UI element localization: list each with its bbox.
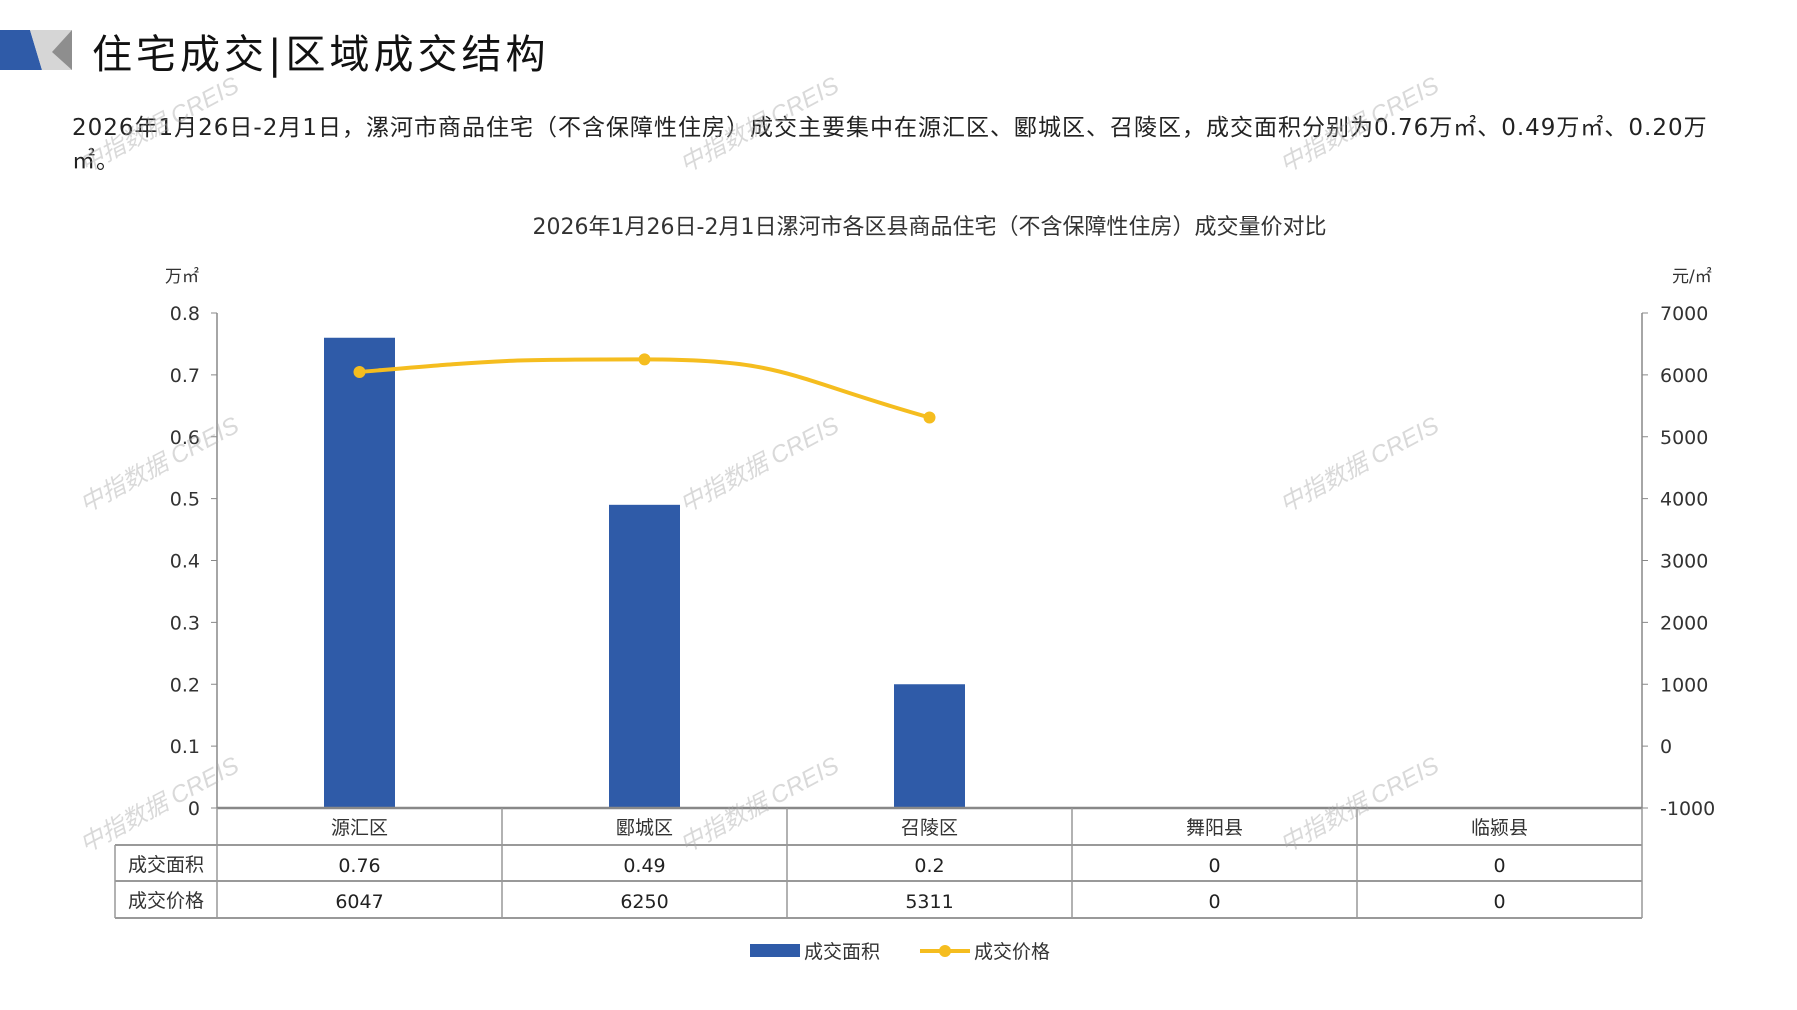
- bar-召陵区: [894, 684, 965, 808]
- price-line: [359, 357, 931, 420]
- left-tick-label: 0.3: [170, 612, 200, 634]
- table-cell: 0.76: [338, 855, 380, 877]
- bar-郾城区: [609, 504, 680, 808]
- left-tick-label: 0: [188, 798, 200, 820]
- left-tick-label: 0.7: [170, 365, 200, 387]
- price-point: [353, 365, 366, 378]
- table-category: 源汇区: [331, 817, 388, 839]
- right-tick-label: 3000: [1660, 551, 1708, 573]
- table-category: 临颍县: [1471, 817, 1528, 839]
- left-axis-unit: 万㎡: [165, 267, 199, 287]
- right-axis-unit: 元/㎡: [1672, 267, 1712, 287]
- chart-title: 2026年1月26日-2月1日漯河市各区县商品住宅（不含保障性住房）成交量价对比: [533, 215, 1327, 240]
- left-tick-label: 0.8: [170, 303, 200, 325]
- left-tick-label: 0.2: [170, 674, 200, 696]
- right-tick-label: 4000: [1660, 489, 1708, 511]
- table-cell: 0: [1208, 891, 1220, 913]
- legend-bar-swatch: [750, 944, 800, 957]
- table-cell: 0: [1493, 855, 1505, 877]
- table-cell: 5311: [905, 891, 953, 913]
- table-cell: 0.2: [914, 855, 944, 877]
- table-cell: 0.49: [623, 855, 665, 877]
- table-row-label: 成交面积: [128, 854, 204, 876]
- legend-label: 成交价格: [974, 941, 1050, 963]
- right-tick-label: 0: [1660, 736, 1672, 758]
- price-point: [638, 353, 651, 366]
- right-tick-label: -1000: [1660, 798, 1715, 820]
- table-category: 召陵区: [901, 817, 958, 839]
- left-tick-label: 0.4: [170, 551, 200, 573]
- bar-源汇区: [324, 337, 395, 808]
- left-tick-label: 0.1: [170, 736, 200, 758]
- table-cell: 6047: [335, 891, 383, 913]
- left-tick-label: 0.5: [170, 489, 200, 511]
- left-tick-label: 0.6: [170, 427, 200, 449]
- legend-label: 成交面积: [804, 941, 880, 963]
- right-tick-label: 7000: [1660, 303, 1708, 325]
- table-cell: 6250: [620, 891, 668, 913]
- table-cell: 0: [1493, 891, 1505, 913]
- summary-text: 2026年1月26日-2月1日，漯河市商品住宅（不含保障性住房）成交主要集中在源…: [72, 115, 1708, 174]
- legend-line-marker: [939, 945, 951, 957]
- right-tick-label: 5000: [1660, 427, 1708, 449]
- page-title: 住宅成交|区域成交结构: [92, 32, 550, 78]
- price-point: [923, 411, 936, 424]
- table-category: 郾城区: [616, 817, 673, 839]
- section-logo: [0, 30, 72, 70]
- table-category: 舞阳县: [1186, 817, 1243, 839]
- table-row-label: 成交价格: [128, 890, 204, 912]
- right-tick-label: 1000: [1660, 674, 1708, 696]
- table-cell: 0: [1208, 855, 1220, 877]
- right-tick-label: 2000: [1660, 612, 1708, 634]
- right-tick-label: 6000: [1660, 365, 1708, 387]
